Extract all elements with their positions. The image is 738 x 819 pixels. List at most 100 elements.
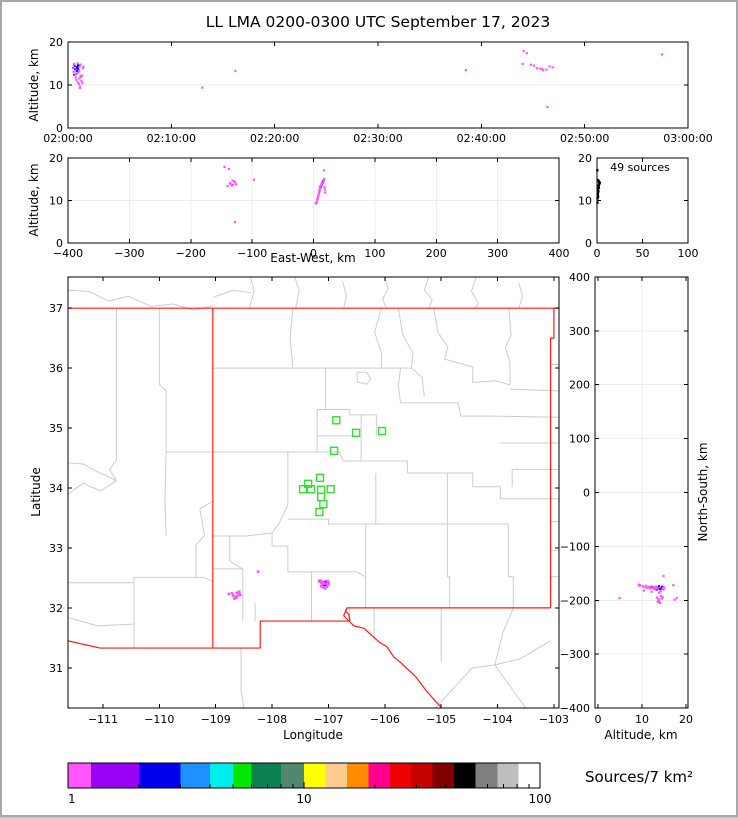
source-point xyxy=(323,185,326,188)
colorbar-segment xyxy=(325,763,347,788)
source-point xyxy=(597,180,601,183)
source-point xyxy=(223,165,226,169)
source-point xyxy=(596,195,600,198)
source-point xyxy=(234,596,238,599)
source-point xyxy=(231,183,235,186)
source-point xyxy=(227,592,231,596)
source-point xyxy=(82,65,85,69)
tick-label: −300 xyxy=(114,247,144,260)
source-point xyxy=(596,188,600,191)
source-point xyxy=(323,188,326,191)
county-line xyxy=(423,277,433,309)
source-point xyxy=(647,585,650,588)
tick-label: −400 xyxy=(560,702,590,715)
tick-label: 02:40:00 xyxy=(457,132,506,145)
colorbar: 1 10 100 xyxy=(67,762,551,806)
tick-label: 0 xyxy=(56,122,63,135)
source-point xyxy=(256,570,260,573)
tick-label: −107 xyxy=(313,713,343,726)
source-point xyxy=(546,105,549,109)
source-point xyxy=(237,592,241,596)
map-ylabel: Latitude xyxy=(29,467,43,516)
source-point xyxy=(650,585,653,588)
source-point xyxy=(77,71,80,74)
northsouth-altitude-panel: 0 10 20 −400 −300 −200 −100 0 100 200 300 400 xyxy=(560,271,693,726)
source-point xyxy=(659,594,663,598)
county-line xyxy=(382,277,389,309)
source-point xyxy=(226,184,229,188)
tick-label: 10 xyxy=(578,195,592,208)
source-point xyxy=(79,63,82,66)
tick-label: 300 xyxy=(569,325,590,338)
plan-view-map-panel: −111 −110 −109 −108 −107 −106 −105 −104 −103 31 32… xyxy=(49,276,569,726)
ew-panel-ylabel: Altitude, km xyxy=(27,163,41,236)
colorbar-segment xyxy=(432,763,455,788)
source-point xyxy=(551,66,554,69)
colorbar-segment xyxy=(68,763,91,788)
source-point xyxy=(655,596,659,599)
source-point xyxy=(233,597,236,601)
tick-label: 0 xyxy=(310,247,317,260)
source-point xyxy=(660,597,663,600)
source-point xyxy=(641,585,644,588)
station-marker xyxy=(315,507,324,517)
source-point xyxy=(542,69,545,72)
source-point xyxy=(81,82,84,85)
county-line xyxy=(311,571,366,578)
tick-label: −100 xyxy=(560,540,590,553)
tick-label: −108 xyxy=(257,713,287,726)
source-point xyxy=(80,80,83,83)
county-line xyxy=(294,277,300,309)
colorbar-segment xyxy=(304,763,326,788)
station-marker xyxy=(316,485,326,495)
tick-label: 35 xyxy=(49,422,63,435)
station-marker xyxy=(332,416,341,425)
tick-label: 10 xyxy=(49,79,63,92)
source-point xyxy=(659,590,662,593)
station-marker xyxy=(316,492,326,502)
tick-label: 50 xyxy=(636,247,650,260)
county-line xyxy=(446,523,451,608)
station-marker xyxy=(298,485,308,494)
station-marker xyxy=(306,485,316,494)
county-line xyxy=(504,308,512,385)
source-point xyxy=(325,585,329,589)
tick-label: 02:30:00 xyxy=(353,132,402,145)
source-point xyxy=(322,181,325,184)
colorbar-segment xyxy=(251,763,282,788)
source-point xyxy=(78,65,81,68)
tick-label: −111 xyxy=(88,713,118,726)
tick-label: 200 xyxy=(426,247,447,260)
county-line xyxy=(271,452,289,547)
tick-label: 10 xyxy=(635,713,649,726)
colorbar-segment xyxy=(139,763,181,788)
tick-label: −100 xyxy=(237,247,267,260)
source-point xyxy=(660,587,663,590)
colorbar-segment xyxy=(281,763,304,788)
source-point xyxy=(657,599,660,602)
tick-label: 20 xyxy=(578,152,592,165)
source-point xyxy=(318,580,321,583)
source-point xyxy=(76,67,79,70)
county-line xyxy=(410,367,425,397)
tick-label: 20 xyxy=(49,152,63,165)
source-point xyxy=(326,579,329,583)
map-xlabel: Longitude xyxy=(283,728,343,742)
county-line xyxy=(518,282,523,309)
station-marker xyxy=(351,428,361,438)
colorbar-segment xyxy=(518,763,540,788)
tick-label: 200 xyxy=(569,379,590,392)
county-line xyxy=(433,308,449,360)
county-line xyxy=(447,472,559,500)
source-point xyxy=(663,586,666,589)
tick-label: −110 xyxy=(144,713,174,726)
source-point xyxy=(321,586,325,589)
county-line xyxy=(490,415,559,418)
source-point xyxy=(658,601,662,605)
source-point xyxy=(323,177,326,181)
source-point xyxy=(532,64,536,67)
source-point xyxy=(77,83,80,86)
county-line xyxy=(397,368,402,403)
county-line xyxy=(374,308,382,369)
